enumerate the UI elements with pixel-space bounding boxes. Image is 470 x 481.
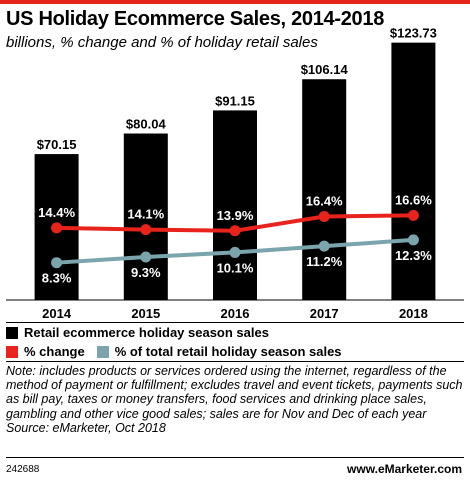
x-tick-label-2018: 2018 [399, 306, 428, 321]
legend-swatch-pct-change [6, 345, 18, 358]
pct-change-point-2017 [318, 211, 330, 223]
legend-item-pct-change: % change [6, 344, 85, 359]
legend-item-pct-total: % of total retail holiday season sales [96, 344, 342, 359]
pct-total-point-2018 [407, 234, 419, 246]
pct-total-label-2014: 8.3% [42, 271, 72, 286]
bar-2016 [213, 110, 257, 301]
pct-total-point-2017 [318, 240, 330, 252]
x-tick-label-2014: 2014 [42, 306, 72, 321]
pct-change-label-2017: 16.4% [306, 194, 343, 209]
chart-plot: $70.15 2014 $80.04 2015 $91.15 2016 $106.14 201… [6, 26, 464, 321]
brand-logo: www.eMarketer.com [347, 462, 462, 476]
chart-subtitle: billions, % change and % of holiday reta… [6, 34, 318, 51]
legend-swatch-sales [6, 326, 18, 339]
pct-total-label-2016: 10.1% [217, 260, 254, 275]
x-tick-label-2015: 2015 [131, 306, 160, 321]
pct-total-point-2016 [229, 246, 241, 258]
bar-value-label-2016: $91.15 [215, 93, 255, 108]
legend-label-pct-total: % of total retail holiday season sales [114, 344, 342, 359]
brand-name: eMarketer [377, 462, 434, 476]
pct-change-label-2014: 14.4% [38, 205, 75, 220]
bar-value-label-2018: $123.73 [390, 26, 437, 41]
legend-label-pct-change: % change [24, 344, 85, 359]
pct-change-point-2018 [407, 209, 419, 221]
note-source: Source: eMarketer, Oct 2018 [6, 420, 166, 435]
accent-top-bar [0, 0, 470, 4]
x-tick-label-2016: 2016 [221, 306, 250, 321]
pct-change-point-2014 [51, 222, 63, 234]
bar-value-label-2015: $80.04 [126, 117, 167, 132]
pct-change-point-2015 [140, 224, 152, 236]
chart-note: Note: includes products or services orde… [6, 364, 466, 435]
pct-total-label-2018: 12.3% [395, 248, 432, 263]
pct-change-label-2015: 14.1% [127, 207, 164, 222]
bar-2015 [123, 133, 168, 300]
legend-item-sales: Retail ecommerce holiday season sales [6, 325, 269, 340]
brand-prefix: www. [347, 462, 378, 476]
legend-label-sales: Retail ecommerce holiday season sales [24, 325, 269, 340]
bar-2018 [391, 42, 436, 300]
pct-total-label-2015: 9.3% [131, 265, 161, 280]
bar-2017 [302, 79, 347, 301]
pct-total-point-2015 [140, 251, 152, 263]
bar-value-label-2017: $106.14 [301, 62, 349, 77]
pct-change-label-2016: 13.9% [217, 208, 254, 223]
footer-divider [6, 457, 464, 458]
chart-id: 242688 [6, 464, 40, 475]
pct-change-label-2018: 16.6% [395, 192, 432, 207]
brand-suffix: .com [433, 462, 462, 476]
chart-title: US Holiday Ecommerce Sales, 2014-2018 [6, 8, 385, 30]
legend-swatch-pct-total [96, 345, 109, 358]
note-top-divider [6, 361, 464, 362]
bar-value-label-2014: $70.15 [37, 137, 77, 152]
x-tick-label-2017: 2017 [310, 306, 339, 321]
note-text: Note: includes products or services orde… [6, 364, 463, 421]
pct-total-label-2017: 11.2% [306, 254, 343, 269]
pct-change-point-2016 [229, 225, 241, 237]
legend-top-divider [6, 322, 464, 323]
pct-total-point-2014 [51, 257, 63, 269]
